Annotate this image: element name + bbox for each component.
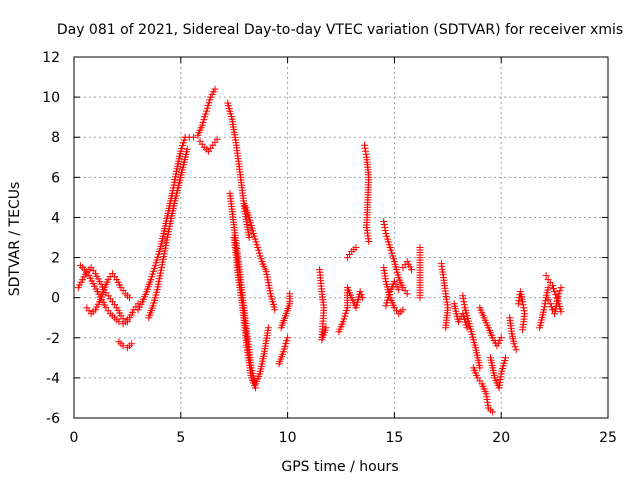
data-point — [408, 266, 415, 274]
y-tick-label: 12 — [42, 50, 60, 66]
data-point — [183, 145, 191, 153]
data-point — [322, 324, 330, 332]
data-point — [178, 145, 186, 152]
data-point — [211, 85, 219, 93]
data-point — [286, 290, 294, 298]
data-point — [356, 288, 364, 296]
data-point — [395, 286, 403, 294]
data-point — [190, 133, 198, 141]
data-point — [128, 340, 136, 348]
y-tick-label: -4 — [46, 371, 60, 387]
y-tick-label: 2 — [51, 251, 60, 267]
x-tick-labels: 0 5 10 15 20 25 — [70, 430, 617, 446]
data-point — [551, 288, 559, 296]
data-point — [463, 324, 471, 332]
data-point — [352, 244, 360, 251]
data-point — [557, 284, 565, 292]
y-tick-label: 8 — [51, 130, 60, 146]
data-point — [557, 308, 565, 316]
data-point — [442, 324, 450, 332]
y-tick-label: 10 — [42, 90, 60, 106]
data-point — [403, 290, 411, 298]
data-point — [381, 227, 389, 234]
data-point — [556, 287, 564, 295]
data-point — [544, 296, 552, 304]
y-tick-label: 4 — [51, 210, 60, 226]
data-point — [502, 354, 509, 362]
data-point — [202, 110, 210, 118]
y-axis-label: SDTVAR / TECUs — [7, 182, 23, 297]
x-tick-label: 0 — [70, 430, 79, 446]
data-point — [264, 324, 272, 332]
y-tick-label: -6 — [46, 411, 60, 427]
data-point — [549, 282, 556, 290]
axis-ticks — [73, 56, 609, 419]
x-tick-label: 10 — [279, 430, 297, 446]
data-points — [74, 85, 565, 416]
data-point — [255, 249, 263, 257]
data-point — [365, 238, 373, 245]
data-point — [512, 346, 520, 354]
y-tick-label: 0 — [51, 291, 60, 307]
data-point — [515, 297, 523, 305]
data-point — [399, 306, 407, 314]
x-tick-label: 25 — [599, 430, 617, 446]
data-point — [119, 342, 127, 350]
data-point — [476, 364, 484, 372]
data-point — [358, 294, 366, 302]
data-point — [520, 304, 528, 312]
data-point — [126, 294, 133, 302]
data-point — [511, 343, 519, 351]
data-point — [284, 334, 292, 342]
data-point — [154, 253, 162, 261]
x-tick-label: 5 — [176, 430, 185, 446]
data-point — [546, 300, 554, 308]
data-point — [252, 384, 260, 392]
data-point — [388, 249, 396, 257]
data-point — [460, 298, 468, 306]
data-point — [361, 144, 369, 152]
data-point — [245, 234, 253, 241]
data-point — [462, 321, 470, 329]
data-point — [489, 408, 497, 416]
data-point — [550, 285, 557, 293]
data-point — [385, 291, 393, 298]
data-point — [497, 334, 505, 342]
x-axis-label: GPS time / hours — [281, 459, 398, 475]
data-point — [553, 294, 561, 302]
x-tick-label: 15 — [385, 430, 403, 446]
data-point — [544, 284, 552, 292]
data-point — [357, 291, 365, 299]
x-tick-label: 20 — [492, 430, 510, 446]
data-point — [119, 320, 127, 328]
data-point — [519, 326, 527, 334]
chart-title: Day 081 of 2021, Sidereal Day-to-day VTE… — [57, 22, 623, 38]
y-tick-labels: -6 -4 -2 0 2 4 6 8 10 12 — [42, 50, 60, 427]
grid-lines — [74, 57, 608, 418]
data-point — [510, 340, 518, 348]
y-tick-label: 6 — [51, 170, 60, 186]
data-point — [115, 318, 123, 326]
plot-frame — [73, 56, 609, 419]
data-point — [555, 290, 563, 298]
y-tick-label: -2 — [46, 331, 60, 347]
data-point — [123, 318, 131, 326]
data-point — [380, 218, 388, 225]
data-point — [540, 306, 548, 314]
data-point — [271, 306, 279, 314]
data-point — [542, 272, 550, 280]
data-point — [213, 135, 221, 143]
data-point — [416, 294, 424, 302]
